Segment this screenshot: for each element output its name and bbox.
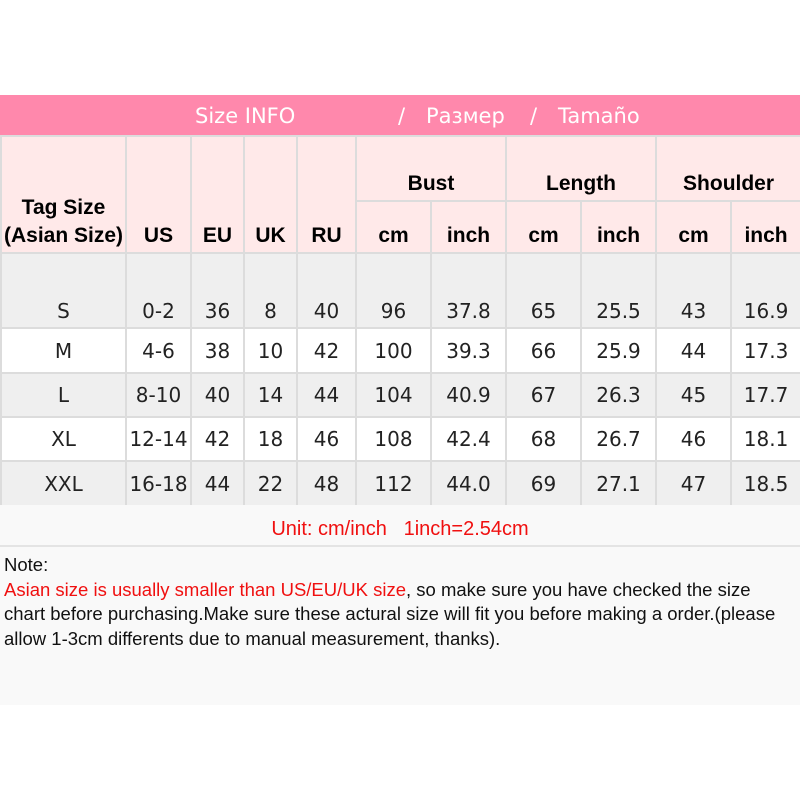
table-cell: 12-14 [125, 416, 192, 462]
table-cell: 45 [655, 372, 733, 418]
table-cell: 44 [190, 460, 245, 507]
table-cell: 36 [190, 252, 245, 329]
table-cell: 46 [655, 416, 733, 462]
table-cell: 14 [243, 372, 298, 418]
table-cell: 10 [243, 327, 298, 374]
header-length-inch: inch [580, 200, 658, 254]
header-bust-cm: cm [355, 200, 432, 254]
table-cell: 42.4 [429, 416, 508, 462]
table-row: XXL 16-18 44 22 48 112 44.0 69 27.1 47 18.5 [0, 460, 800, 507]
table-cell: 68 [505, 416, 583, 462]
table-cell: 104 [355, 372, 432, 418]
header-uk: UK [243, 135, 298, 254]
header-ru: RU [296, 135, 357, 254]
table-cell: 112 [355, 460, 432, 507]
header-shoulder: Shoulder [655, 135, 800, 202]
header-length-cm: cm [505, 200, 583, 254]
banner-title-ru: Размер [426, 104, 505, 128]
table-row: M 4-6 38 10 42 100 39.3 66 25.9 44 17.3 [0, 327, 800, 374]
table-cell: 18 [243, 416, 298, 462]
table-row: S 0-2 36 8 40 96 37.8 65 25.5 43 16.9 [0, 252, 800, 329]
table-cell: XL [0, 416, 127, 462]
table-cell: 44.0 [429, 460, 508, 507]
unit-note: Unit: cm/inch 1inch=2.54cm [0, 505, 800, 547]
table-cell: 18.5 [730, 460, 800, 507]
table-row: L 8-10 40 14 44 104 40.9 67 26.3 45 17.7 [0, 372, 800, 418]
table-cell: 42 [296, 327, 357, 374]
header-bust: Bust [354, 135, 508, 202]
note-warning: Asian size is usually smaller than US/EU… [4, 578, 407, 600]
table-cell: 96 [355, 252, 432, 329]
note-text: , so make sure you have checked the size… [4, 578, 776, 649]
header-us: US [125, 135, 192, 254]
table-cell: 44 [655, 327, 733, 374]
table-cell: 25.9 [580, 327, 658, 374]
table-cell: 16.9 [730, 252, 800, 329]
table-cell: 40.9 [429, 372, 508, 418]
note-section: Note: Asian size is usually smaller than… [0, 547, 800, 705]
size-info-banner: Size INFO / Размер / Tamaño [0, 95, 800, 135]
table-cell: 18.1 [730, 416, 800, 462]
table-cell: 26.3 [580, 372, 658, 418]
header-tag-size: Tag Size (Asian Size) [0, 135, 127, 254]
header-shoulder-inch: inch [730, 200, 800, 254]
table-cell: 8-10 [125, 372, 192, 418]
table-cell: 100 [355, 327, 432, 374]
table-cell: 48 [296, 460, 357, 507]
table-cell: 65 [505, 252, 583, 329]
table-cell: 67 [505, 372, 583, 418]
table-cell: 44 [296, 372, 357, 418]
table-cell: 43 [655, 252, 733, 329]
table-cell: 4-6 [125, 327, 192, 374]
header-length: Length [505, 135, 658, 202]
table-cell: 69 [505, 460, 583, 507]
table-cell: 42 [190, 416, 245, 462]
table-row: XL 12-14 42 18 46 108 42.4 68 26.7 46 18.1 [0, 416, 800, 462]
header-shoulder-cm: cm [655, 200, 733, 254]
table-cell: M [0, 327, 127, 374]
banner-separator: / [530, 104, 538, 128]
table-cell: 108 [355, 416, 432, 462]
table-cell: XXL [0, 460, 127, 507]
table-cell: 38 [190, 327, 245, 374]
table-cell: 16-18 [125, 460, 192, 507]
table-cell: 40 [296, 252, 357, 329]
table-cell: 25.5 [580, 252, 658, 329]
banner-separator: / [398, 104, 406, 128]
table-cell: S [0, 252, 127, 329]
table-cell: 37.8 [429, 252, 508, 329]
banner-title: Size INFO [195, 104, 296, 128]
table-cell: 66 [505, 327, 583, 374]
table-cell: 26.7 [580, 416, 658, 462]
table-cell: 17.3 [730, 327, 800, 374]
table-cell: 8 [243, 252, 298, 329]
table-cell: L [0, 372, 127, 418]
table-cell: 40 [190, 372, 245, 418]
table-cell: 22 [243, 460, 298, 507]
table-cell: 0-2 [125, 252, 192, 329]
table-cell: 47 [655, 460, 733, 507]
size-table: Tag Size (Asian Size) US EU UK RU Bust L… [0, 135, 800, 507]
table-cell: 17.7 [730, 372, 800, 418]
table-cell: 39.3 [429, 327, 508, 374]
header-bust-inch: inch [429, 200, 508, 254]
header-eu: EU [190, 135, 245, 254]
table-cell: 27.1 [580, 460, 658, 507]
table-cell: 46 [296, 416, 357, 462]
banner-title-es: Tamaño [558, 104, 640, 128]
note-label: Note: [4, 554, 49, 575]
